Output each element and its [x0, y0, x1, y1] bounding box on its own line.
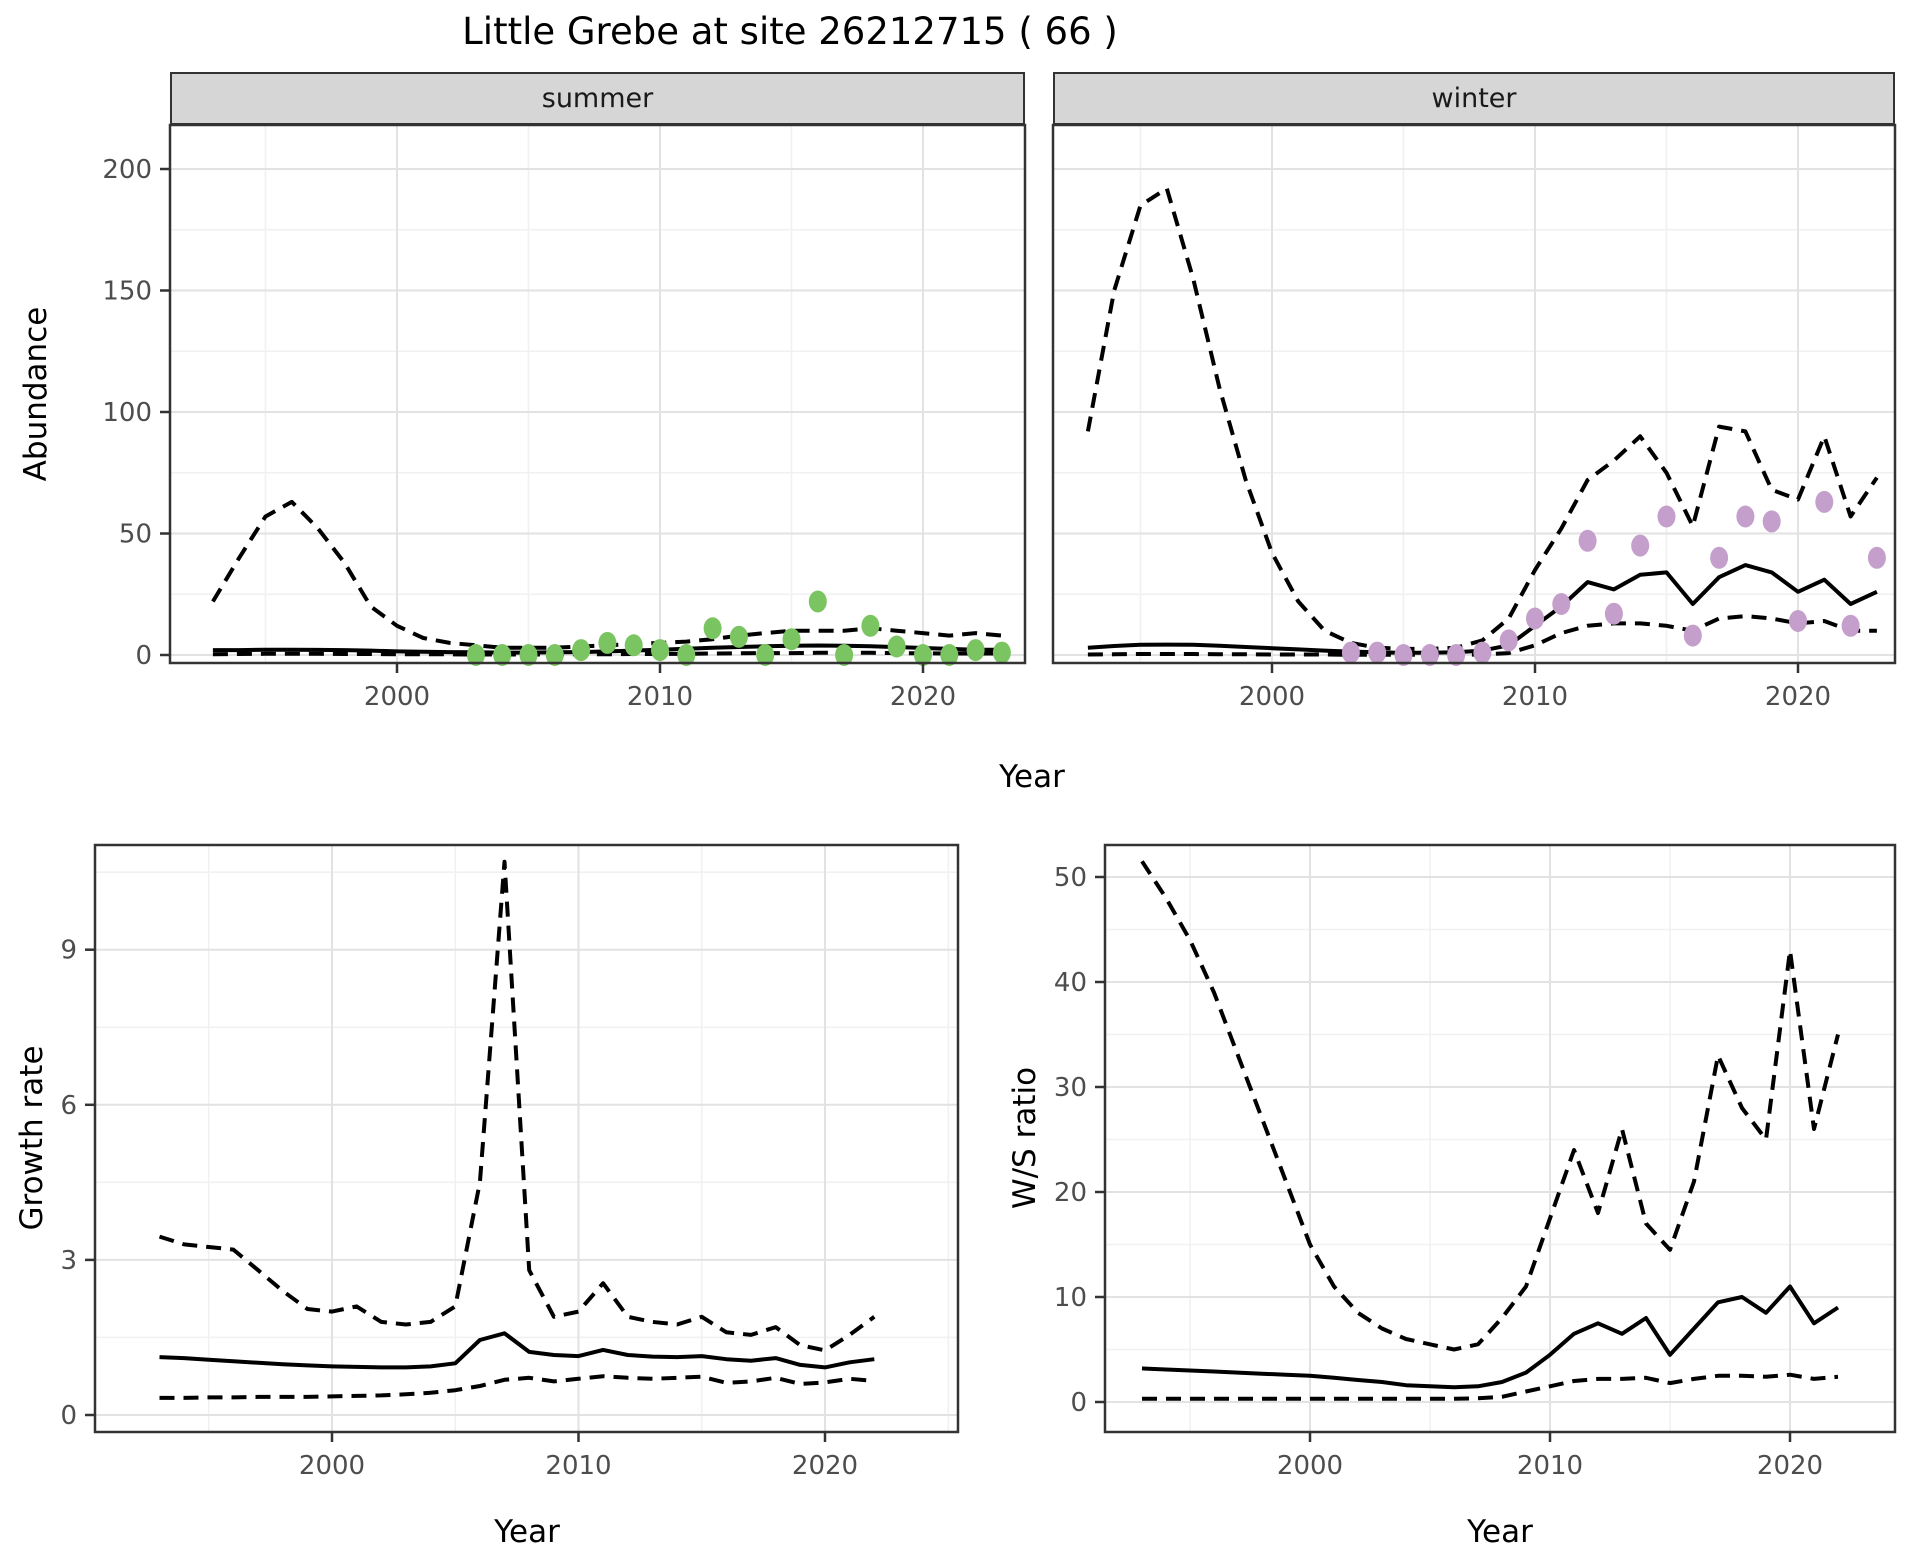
- abundance-winter-observation-point: [1762, 510, 1781, 533]
- panel-ws-ratio-x-tick-label: 2000: [1277, 1451, 1343, 1481]
- bottom-left-year-axis-title: Year: [494, 1514, 560, 1550]
- growth-rate-upper-ci: [158, 859, 876, 1353]
- abundance-winter-observation-point: [1394, 644, 1413, 666]
- abundance-summer-observation-point: [466, 644, 485, 666]
- panel-abundance-summer-x-tick-label: 2000: [364, 682, 430, 712]
- abundance-summer-observation-point: [966, 639, 985, 662]
- abundance-winter-observation-point: [1552, 593, 1571, 615]
- panel-ws-ratio-y-tick-label: 0: [1070, 1388, 1087, 1418]
- abundance-summer-observation-point: [651, 639, 669, 662]
- abundance-summer-observation-point: [545, 644, 564, 666]
- abundance-summer-observation-point: [914, 644, 932, 666]
- ws-ratio-axis-title: W/S ratio: [1007, 1066, 1043, 1210]
- top-year-axis-title: Year: [999, 759, 1065, 795]
- abundance-summer-observation-point: [493, 644, 512, 666]
- panel-ws-ratio-y-tick-label: 20: [1054, 1178, 1087, 1208]
- abundance-winter-observation-point: [1736, 505, 1755, 528]
- panel-abundance-summer-x-tick-label: 2020: [890, 682, 956, 712]
- abundance-winter-observation-point: [1368, 641, 1387, 664]
- abundance-summer-observation-point: [940, 644, 959, 666]
- panel-abundance-winter: 2000 2010 2020: [1051, 123, 1897, 712]
- abundance-summer-observation-point: [992, 641, 1011, 664]
- abundance-winter-observation-point: [1867, 546, 1886, 569]
- abundance-winter-observation-point: [1789, 610, 1807, 632]
- panel-abundance-summer-x-tick-label: 2010: [627, 682, 693, 712]
- ws-ratio-lower-ci: [1142, 1372, 1839, 1401]
- ws-ratio-estimate: [1141, 1284, 1840, 1390]
- panel-ws-ratio-y-tick-label: 50: [1054, 863, 1087, 893]
- abundance-summer-lower-ci: [212, 650, 1002, 657]
- panel-growth-rate-y-tick-label: 6: [60, 1091, 77, 1121]
- growth-rate-axis-title: Growth rate: [14, 1045, 50, 1231]
- abundance-winter-observation-point: [1341, 641, 1360, 664]
- panel-growth-rate-x-tick-label: 2010: [545, 1451, 611, 1481]
- abundance-winter-observation-point: [1841, 614, 1860, 637]
- abundance-winter-observation-point: [1578, 529, 1597, 552]
- panel-abundance-winter-x-tick-label: 2000: [1239, 682, 1305, 712]
- panel-abundance-winter-x-tick-label: 2010: [1502, 682, 1568, 712]
- abundance-summer-observation-point: [624, 634, 643, 657]
- facet-strip-winter: winter: [1053, 72, 1895, 125]
- abundance-summer-observation-point: [598, 631, 617, 654]
- abundance-winter-observation-point: [1631, 534, 1650, 557]
- panel-growth-rate-x-tick-label: 2000: [299, 1451, 365, 1481]
- bottom-right-year-axis-title: Year: [1467, 1514, 1533, 1550]
- abundance-winter-observation-point: [1710, 546, 1729, 569]
- abundance-summer-observation-point: [519, 644, 538, 666]
- ws-ratio-upper-ci: [1140, 860, 1840, 1352]
- abundance-summer-observation-point: [887, 635, 906, 658]
- panel-growth-rate-x-tick-label: 2020: [792, 1451, 858, 1481]
- abundance-summer-observation-point: [677, 644, 696, 666]
- panel-abundance-summer-y-tick-label: 150: [102, 277, 152, 307]
- panel-ws-ratio-y-tick-label: 30: [1054, 1073, 1087, 1103]
- panel-growth-rate-y-tick-label: 0: [60, 1401, 77, 1431]
- facet-strip-summer-label: summer: [541, 83, 654, 114]
- panel-abundance-summer-y-tick-label: 0: [135, 641, 152, 671]
- abundance-winter-observation-point: [1420, 644, 1439, 666]
- abundance-axis-title: Abundance: [18, 306, 54, 482]
- panel-growth-rate-y-tick-label: 3: [60, 1246, 77, 1276]
- panel-abundance-summer-y-tick-label: 50: [119, 520, 152, 550]
- panel-ws-ratio-x-tick-label: 2020: [1757, 1451, 1823, 1481]
- abundance-winter-observation-point: [1815, 490, 1834, 513]
- abundance-winter-observation-point: [1526, 607, 1544, 630]
- abundance-winter-observation-point: [1499, 629, 1518, 652]
- panel-ws-ratio-x-tick-label: 2010: [1517, 1451, 1583, 1481]
- abundance-winter-observation-point: [1604, 602, 1623, 625]
- panel-abundance-summer-y-tick-label: 200: [102, 155, 152, 185]
- panel-ws-ratio-y-tick-label: 40: [1054, 968, 1087, 998]
- abundance-summer-observation-point: [729, 625, 748, 648]
- abundance-winter-upper-ci: [1085, 186, 1879, 651]
- facet-strip-summer: summer: [170, 72, 1025, 125]
- abundance-winter-observation-point: [1657, 505, 1676, 528]
- abundance-summer-observation-point: [756, 644, 775, 666]
- abundance-summer-observation-point: [808, 590, 827, 613]
- panel-ws-ratio: 2000 2010 2020 0 10 20 30 40 50: [1054, 843, 1897, 1481]
- abundance-summer-observation-point: [572, 639, 591, 662]
- panel-abundance-summer-y-tick-label: 100: [102, 398, 152, 428]
- facet-strip-winter-label: winter: [1431, 83, 1517, 114]
- abundance-winter-observation-point: [1683, 624, 1702, 647]
- panel-ws-ratio-y-tick-label: 10: [1054, 1283, 1087, 1313]
- panel-growth-rate-y-tick-label: 9: [60, 936, 77, 966]
- figure-title: Little Grebe at site 26212715 ( 66 ): [462, 10, 1118, 53]
- abundance-summer-observation-point: [835, 644, 854, 666]
- abundance-winter-observation-point: [1447, 644, 1466, 666]
- abundance-summer-observation-point: [703, 617, 722, 640]
- growth-rate-estimate: [159, 1331, 875, 1370]
- abundance-winter-observation-point: [1473, 641, 1492, 664]
- panel-growth-rate: 2000 2010 2020 0 3 6 9: [60, 843, 960, 1481]
- abundance-summer-observation-point: [861, 614, 880, 637]
- abundance-summer-observation-point: [782, 628, 801, 651]
- panel-abundance-winter-x-tick-label: 2020: [1765, 682, 1831, 712]
- panel-abundance-summer: 2000 2010 2020 0 50 100 150 200: [102, 123, 1027, 712]
